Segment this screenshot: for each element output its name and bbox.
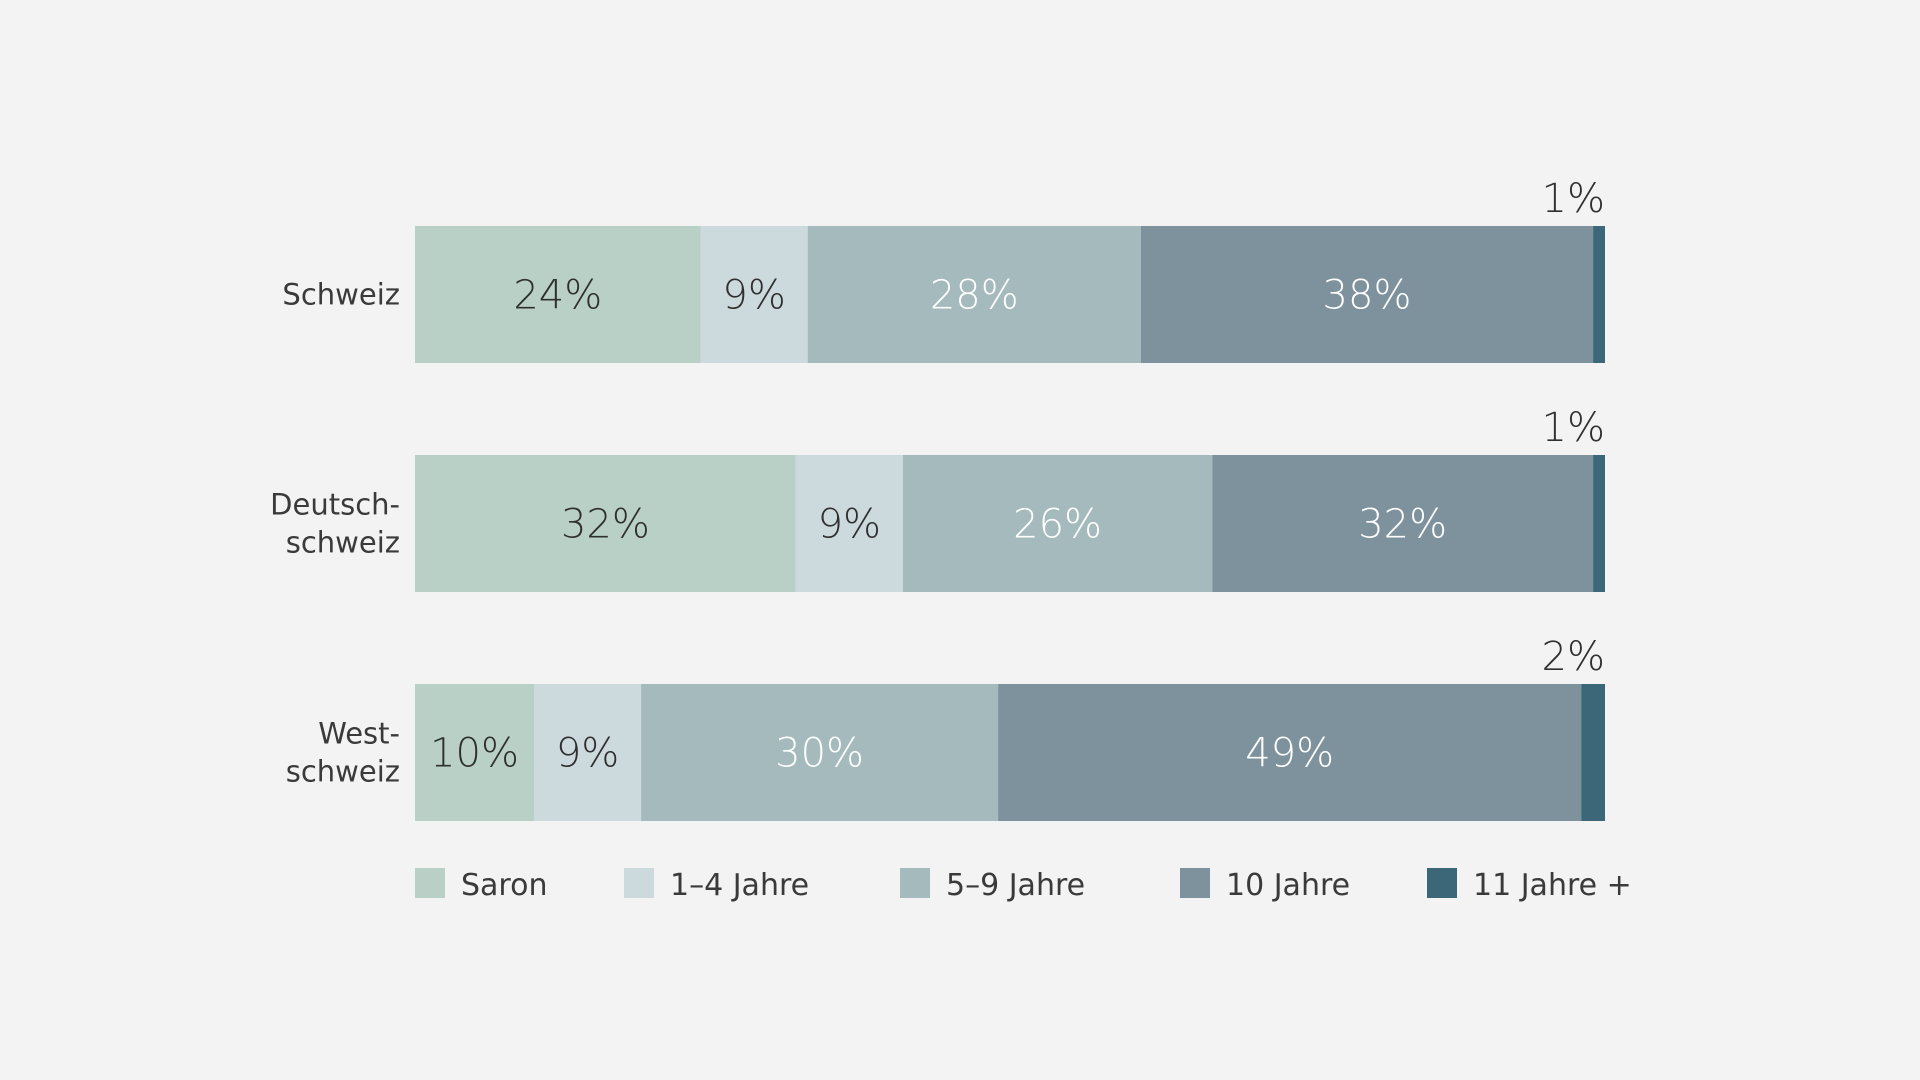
bar-segment [415,455,796,592]
bar-segment [1140,226,1594,363]
bar-segment-label: 49% [1245,731,1334,777]
legend: Saron 1–4 Jahre 5–9 Jahre 10 Jahre 11 Jahre … [415,868,1632,903]
bar-segment [807,226,1141,363]
bar-segment-label: 9% [722,273,785,319]
legend-label: Saron [461,868,547,903]
legend-label: 5–9 Jahre [946,868,1085,903]
bar-segment [534,684,642,821]
legend-label: 11 Jahre + [1473,868,1632,903]
category-label: West-schweiz [286,717,400,789]
legend-swatch [1180,868,1210,898]
bar-segment [415,684,534,821]
legend-item: 1–4 Jahre [624,868,809,903]
bar-segment-label: 30% [775,731,864,777]
legend-item: 11 Jahre + [1427,868,1632,903]
legend-item: Saron [415,868,547,903]
legend-label: 1–4 Jahre [670,868,809,903]
legend-swatch [900,868,930,898]
legend-label: 10 Jahre [1226,868,1350,903]
category-label: Deutsch-schweiz [270,488,400,560]
legend-item: 10 Jahre [1180,868,1350,903]
bar-segment [795,455,903,592]
legend-swatch [1427,868,1457,898]
bar-segment [1581,684,1605,821]
bar-segment [641,684,999,821]
category-label-line: Deutsch- [270,488,400,522]
bar-segment [700,226,808,363]
bar-segment [1593,455,1605,592]
bar-segment [1212,455,1594,592]
bar-segment-label: 32% [561,502,650,548]
category-label-line: schweiz [286,755,400,789]
legend-swatch [624,868,654,898]
legend-item: 5–9 Jahre [900,868,1085,903]
bar-segment-label: 28% [930,273,1019,319]
bar-segment-label: 24% [513,273,602,319]
bar-segment-label: 32% [1358,502,1447,548]
bar-segment-label: 1% [1542,405,1605,451]
bar-segment [1593,226,1605,363]
bar-segment-label: 2% [1542,634,1605,680]
bar-segment-label: 26% [1013,502,1102,548]
bar-segment-label: 1% [1542,176,1605,222]
category-label: Schweiz [282,278,400,312]
bar-segment [902,455,1213,592]
bars-layer: Schweiz 24% 9% 28% 38% 1% Deutsch-schweiz 32% 9%… [270,176,1605,821]
bar-segment-label: 9% [818,502,881,548]
legend-swatch [415,868,445,898]
bar-segment [998,684,1582,821]
category-label-line: West- [318,717,400,751]
category-label-line: schweiz [286,526,400,560]
bar-segment-label: 9% [556,731,619,777]
bar-segment-label: 38% [1323,273,1412,319]
bar-segment-label: 10% [430,731,519,777]
category-label-line: Schweiz [282,278,400,312]
bar-segment [415,226,701,363]
